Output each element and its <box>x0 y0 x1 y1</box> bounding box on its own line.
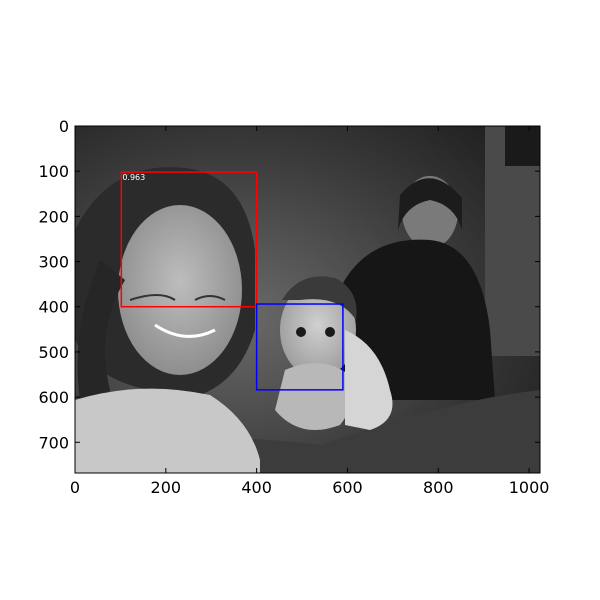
ticks-layer: 0 200 400 600 800 1000 0 100 200 300 400 500 600 700 <box>38 117 549 497</box>
y-tick-label: 400 <box>38 298 69 317</box>
x-tick-label: 0 <box>70 478 80 497</box>
y-tick-label: 200 <box>38 207 69 226</box>
x-tick-label: 800 <box>423 478 454 497</box>
y-tick-label: 600 <box>38 388 69 407</box>
detection-box-2 <box>255 303 344 391</box>
detection-score-label: 0.963 <box>122 173 145 182</box>
photo-image <box>75 126 540 473</box>
y-tick-label: 0 <box>59 117 69 136</box>
y-tick-label: 500 <box>38 343 69 362</box>
x-tick-label: 200 <box>151 478 182 497</box>
y-tick-label: 700 <box>38 433 69 452</box>
plot-area-frame <box>74 125 541 474</box>
y-tick-label: 100 <box>38 162 69 181</box>
y-tick-label: 300 <box>38 253 69 272</box>
boxes-layer: 0.963 <box>120 171 344 391</box>
x-tick-label: 400 <box>241 478 272 497</box>
x-tick-label: 600 <box>332 478 363 497</box>
x-tick-label: 1000 <box>509 478 550 497</box>
detection-box-1 <box>120 171 258 308</box>
